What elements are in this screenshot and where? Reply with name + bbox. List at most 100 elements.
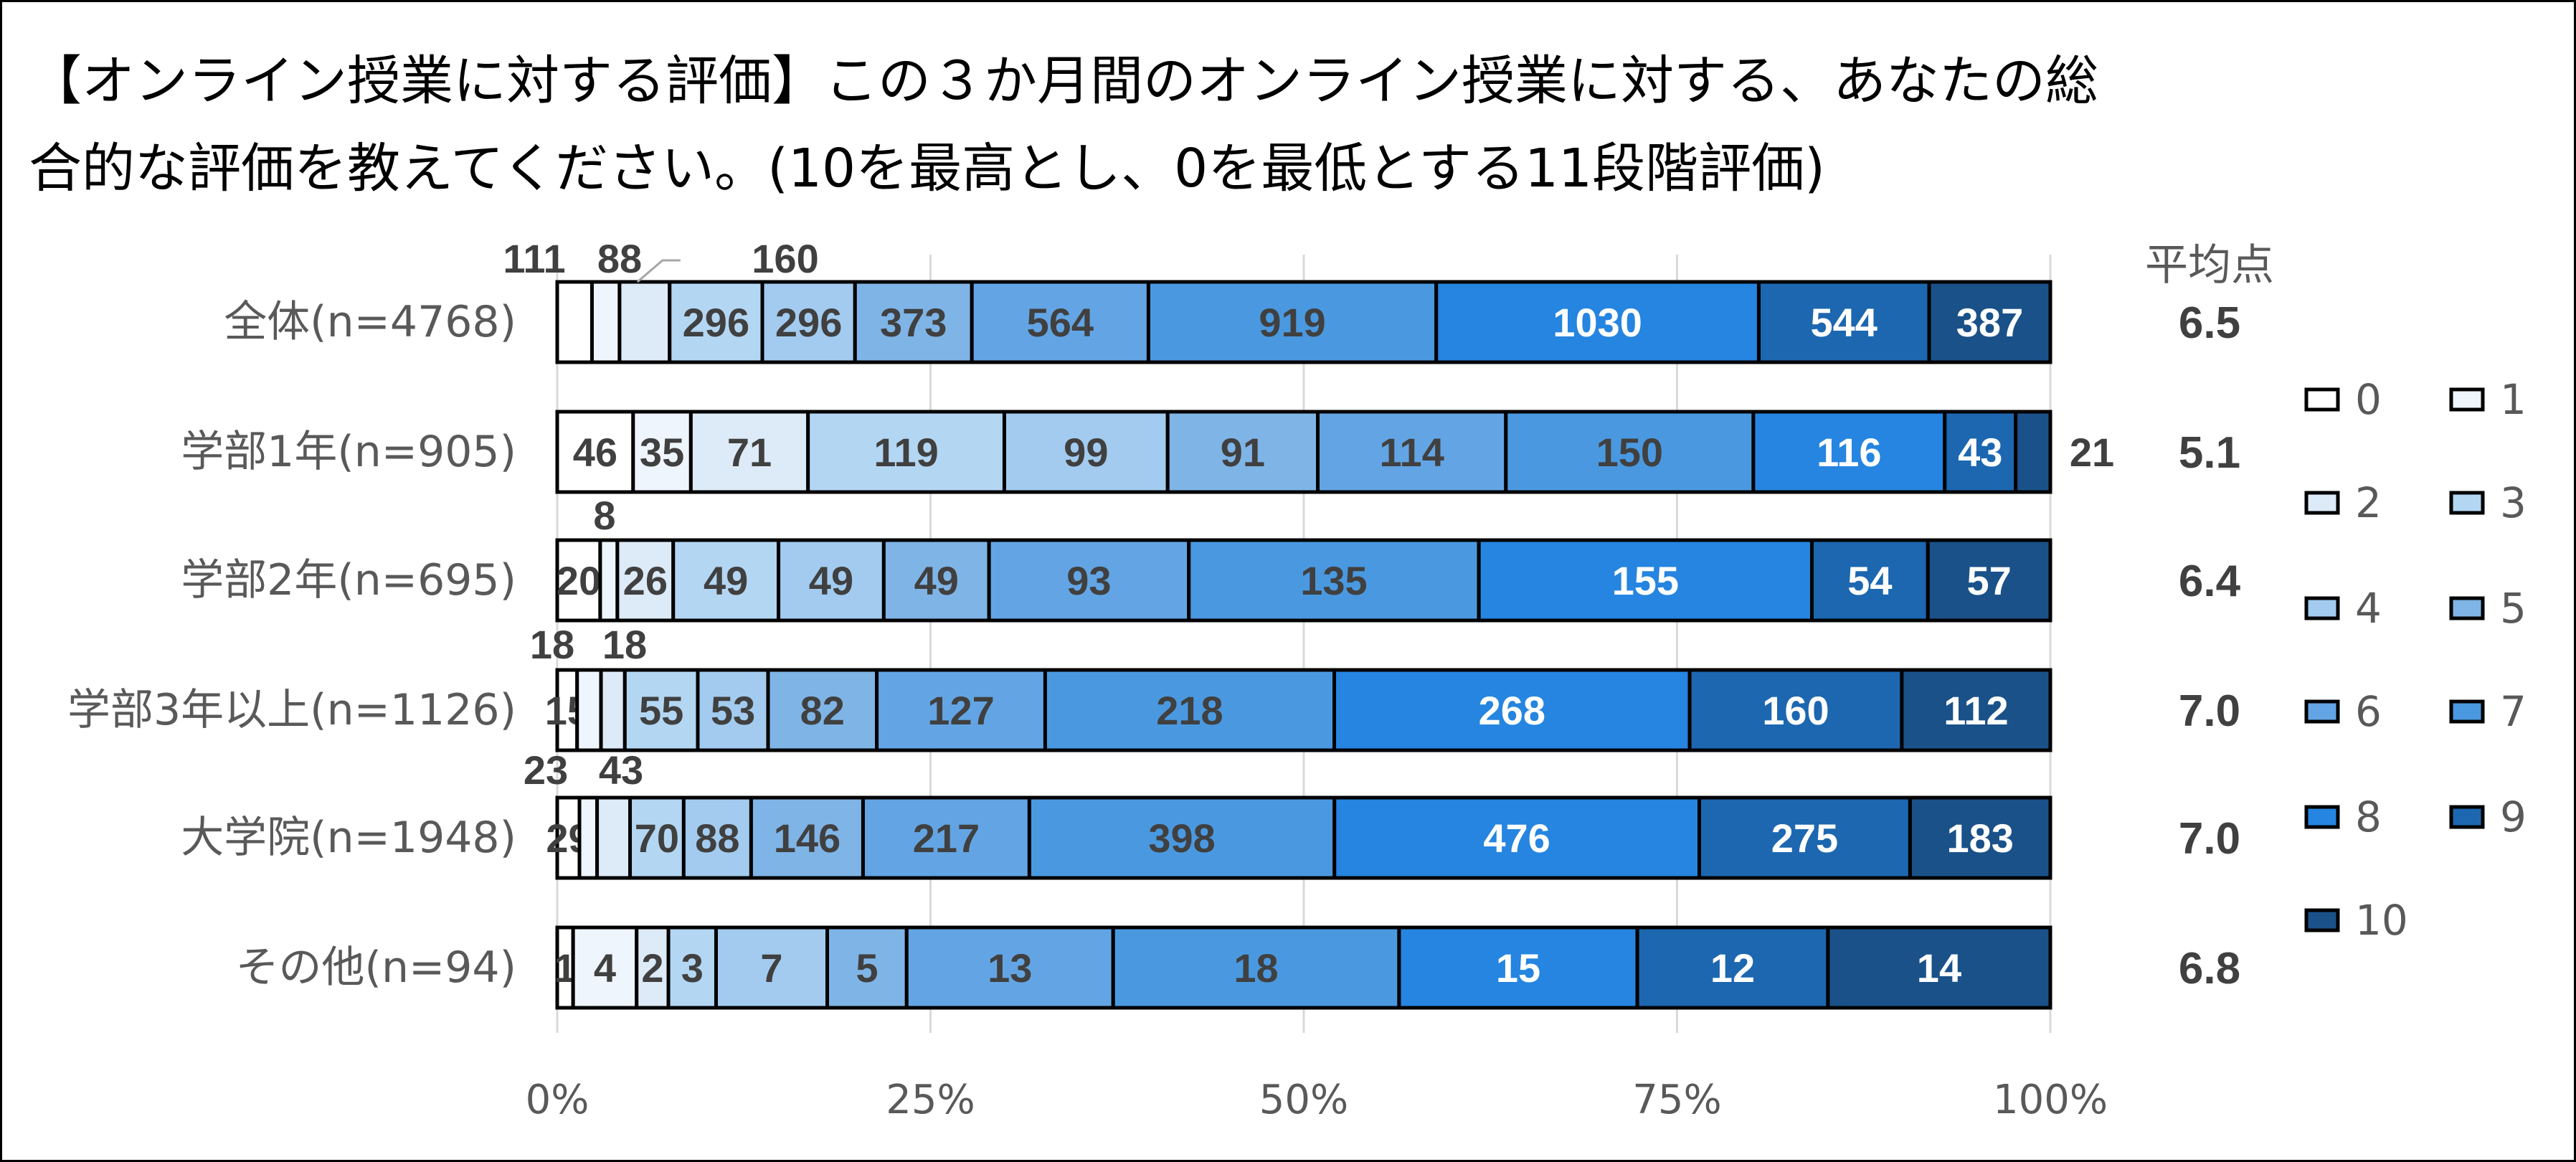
- bar-segment-3: [671, 538, 781, 623]
- average-score: 7.0: [2179, 686, 2240, 736]
- bar-segment-2: [599, 668, 627, 752]
- data-label: 5: [856, 945, 878, 991]
- data-label: 544: [1811, 300, 1877, 345]
- data-label: 398: [1148, 816, 1215, 861]
- data-label: 268: [1479, 688, 1545, 733]
- data-label: 23: [524, 747, 568, 793]
- bar-segment-1: [631, 410, 693, 494]
- bar-segment-1: [575, 668, 603, 752]
- x-tick-label: 100%: [1993, 1077, 2108, 1123]
- legend-swatch-5: [2449, 596, 2485, 620]
- data-label: 54: [1847, 558, 1892, 603]
- legend-label: 6: [2355, 687, 2382, 736]
- average-score: 6.5: [2179, 298, 2240, 348]
- data-label: 20: [557, 558, 601, 603]
- bar-segment-6: [875, 668, 1047, 752]
- legend-label: 5: [2500, 584, 2527, 633]
- bar-segment-4: [777, 538, 886, 623]
- average-score: 6.8: [2179, 944, 2240, 993]
- legend-label: 7: [2500, 687, 2527, 736]
- data-label: 135: [1300, 558, 1367, 603]
- data-label: 296: [683, 300, 749, 345]
- bar-segment-7: [1111, 925, 1401, 1010]
- data-label: 564: [1027, 300, 1094, 345]
- bar-segment-1: [589, 280, 622, 364]
- legend-swatch-10: [2304, 908, 2340, 932]
- data-label: 49: [809, 558, 853, 603]
- data-label: 13: [988, 945, 1032, 991]
- bar-segment-3: [666, 925, 718, 1010]
- data-label: 99: [1064, 430, 1108, 475]
- bar-segment-5: [749, 795, 865, 880]
- legend-swatch-8: [2304, 805, 2340, 829]
- legend-swatch-9: [2449, 805, 2485, 829]
- legend-label: 9: [2500, 793, 2527, 841]
- bar-segment-5: [1165, 410, 1320, 494]
- data-label: 296: [775, 300, 842, 345]
- bar-segment-1: [571, 925, 639, 1010]
- data-label: 18: [602, 622, 647, 667]
- category-label: 学部1年(n=905): [181, 427, 516, 477]
- bar-segment-7: [1146, 280, 1439, 364]
- data-label: 146: [774, 816, 840, 861]
- data-label: 49: [914, 558, 959, 603]
- data-label: 18: [530, 622, 574, 667]
- data-label: 116: [1817, 430, 1881, 475]
- legend-label: 3: [2500, 478, 2527, 527]
- bar-segment-6: [861, 795, 1031, 880]
- data-label: 21: [2070, 430, 2114, 475]
- data-label: 160: [752, 236, 818, 281]
- data-label: 55: [639, 688, 683, 733]
- data-label: 70: [635, 816, 679, 861]
- data-label: 4: [594, 945, 616, 991]
- data-label: 112: [1943, 688, 2008, 733]
- legend-label: 0: [2355, 375, 2382, 424]
- chart-title-line: 【オンライン授業に対する評価】この３か月間のオンライン授業に対する、あなたの総: [29, 50, 2098, 112]
- category-label: 大学院(n=1948): [181, 813, 516, 863]
- legend-label: 10: [2355, 896, 2408, 945]
- bar-segment-8: [1434, 280, 1761, 364]
- x-tick-label: 50%: [1259, 1077, 1348, 1123]
- data-label: 476: [1483, 816, 1550, 861]
- x-tick-label: 0%: [526, 1077, 589, 1123]
- data-label: 57: [1966, 558, 2011, 603]
- data-label: 114: [1380, 430, 1444, 475]
- bar-segment-8: [1332, 668, 1692, 752]
- legend-swatch-0: [2304, 387, 2340, 412]
- data-label: 919: [1259, 300, 1325, 345]
- legend-swatch-6: [2304, 699, 2340, 724]
- bar-segment-2: [617, 280, 672, 364]
- data-label: 71: [727, 430, 772, 475]
- bar-segment-2: [635, 925, 671, 1010]
- data-label: 35: [640, 430, 684, 475]
- data-label: 43: [1958, 430, 2002, 475]
- bar-segment-10: [1927, 280, 2052, 364]
- bar-segment-0: [555, 538, 602, 623]
- bar-segment-0: [555, 668, 579, 752]
- average-header: 平均点: [2145, 240, 2274, 290]
- legend-swatch-2: [2304, 491, 2340, 515]
- data-label: 160: [1762, 688, 1829, 733]
- data-label: 119: [873, 430, 938, 475]
- bar-segment-10: [2014, 410, 2052, 494]
- average-score: 5.1: [2179, 428, 2240, 478]
- data-label: 7: [760, 945, 782, 991]
- bar-segment-8: [1332, 795, 1701, 880]
- data-label: 53: [711, 688, 755, 733]
- bar-segment-5: [881, 538, 991, 623]
- data-label: 82: [800, 688, 845, 733]
- x-tick-label: 25%: [886, 1077, 975, 1123]
- bar-segment-10: [1826, 925, 2052, 1010]
- bar-segment-6: [904, 925, 1115, 1010]
- category-label: 学部2年(n=695): [181, 555, 516, 605]
- category-label: 学部3年以上(n=1126): [67, 685, 516, 735]
- leader-line: [636, 259, 681, 283]
- bar-segment-4: [681, 795, 753, 880]
- data-label: 150: [1596, 430, 1663, 475]
- data-label: 43: [599, 747, 643, 793]
- bar-segment-9: [1697, 795, 1912, 880]
- bar-segment-7: [1043, 668, 1337, 752]
- data-label: 88: [597, 236, 642, 281]
